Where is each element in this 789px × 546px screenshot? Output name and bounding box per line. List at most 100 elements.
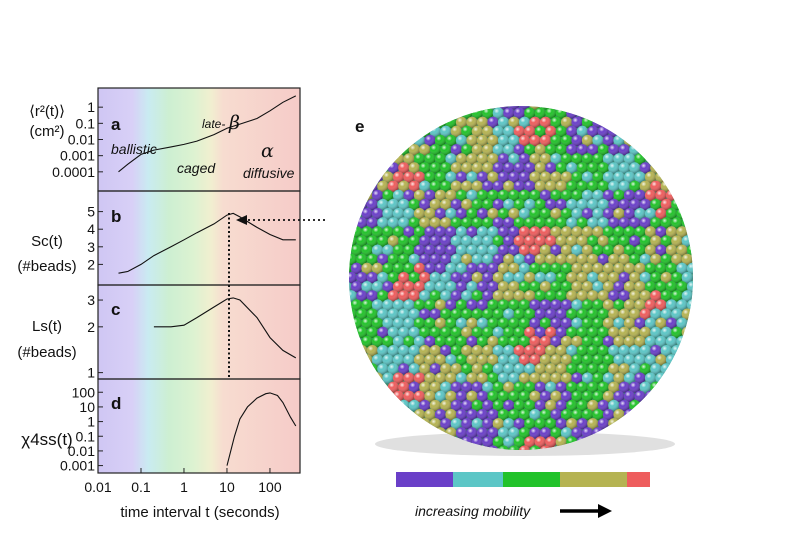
bead-shine	[524, 162, 536, 174]
bead-shine	[555, 217, 567, 229]
bead-shine	[398, 308, 410, 320]
bead-shine	[623, 409, 636, 421]
arrow-right-icon	[598, 504, 612, 518]
bead-shine	[623, 281, 636, 293]
bead-shine	[413, 189, 426, 201]
bead-shine	[497, 189, 510, 201]
bead-shine	[534, 125, 546, 137]
bead-shine	[518, 244, 531, 256]
bead-shine	[639, 345, 651, 357]
bead-shine	[392, 354, 405, 366]
bead-shine	[398, 272, 410, 284]
bead-shine	[629, 290, 641, 302]
bead-shine	[634, 390, 646, 402]
bead-shine	[571, 427, 583, 439]
bead-shine	[597, 272, 609, 284]
bead-shine	[398, 363, 410, 375]
bead-shine	[497, 372, 510, 384]
bead-shine	[597, 363, 609, 375]
bead-shine	[592, 171, 604, 183]
bead-shine	[560, 427, 573, 439]
bead-shine	[366, 253, 378, 265]
bead-shine	[524, 107, 536, 119]
bead-shine	[419, 235, 431, 247]
bead-shine	[429, 253, 441, 265]
bead-shine	[623, 153, 636, 165]
bead-shine	[419, 345, 431, 357]
bead-packing	[349, 106, 693, 450]
bead-shine	[408, 253, 420, 265]
bead-shine	[629, 162, 641, 174]
bead-shine	[629, 345, 641, 357]
bead-shine	[503, 308, 515, 320]
bead-shine	[634, 226, 646, 238]
bead-shine	[492, 345, 504, 357]
bead-shine	[618, 198, 630, 211]
bead-shine	[539, 409, 552, 421]
bead-shine	[450, 144, 462, 156]
x-tick-label: 0.1	[131, 479, 151, 495]
bead-shine	[440, 381, 452, 393]
bead-shine	[503, 381, 515, 393]
bead-shine	[592, 134, 604, 147]
bead-shine	[476, 372, 489, 384]
bead-shine	[392, 299, 405, 311]
bead-shine	[587, 308, 599, 320]
bead-shine	[382, 189, 394, 201]
bead-shine	[403, 171, 415, 183]
bead-shine	[555, 180, 567, 192]
bead-shine	[471, 144, 483, 156]
bead-shine	[560, 262, 573, 274]
bead-shine	[466, 171, 478, 183]
bead-shine	[455, 372, 468, 384]
colorbar-segment	[453, 472, 503, 487]
bead-shine	[424, 317, 436, 329]
bead-shine	[350, 244, 363, 256]
region-label-beta: β	[228, 112, 240, 134]
bead-shine	[650, 235, 662, 247]
bead-shine	[566, 180, 578, 192]
bead-shine	[529, 427, 541, 439]
bead-shine	[560, 409, 573, 421]
bead-shine	[629, 180, 641, 192]
bead-shine	[566, 125, 578, 137]
bead-shine	[650, 345, 662, 357]
bead-shine	[650, 272, 662, 284]
bead-shine	[450, 180, 462, 192]
bead-shine	[550, 134, 562, 147]
bead-shine	[424, 281, 436, 293]
bead-shine	[471, 326, 483, 338]
bead-shine	[524, 363, 536, 375]
panel-c: c Ls(t) (#beads) 3 2 1	[17, 284, 301, 381]
bead-shine	[408, 290, 420, 302]
bead-shine	[644, 335, 657, 348]
bead-shine	[597, 198, 609, 211]
bead-shine	[518, 427, 531, 439]
bead-shine	[440, 235, 452, 247]
bead-shine	[377, 198, 389, 211]
bead-shine	[644, 390, 657, 402]
bead-shine	[676, 281, 688, 293]
bead-shine	[524, 125, 536, 137]
bead-shine	[618, 180, 630, 192]
bead-shine	[560, 317, 573, 329]
bead-shine	[524, 381, 536, 393]
bead-shine	[634, 372, 646, 384]
bead-shine	[587, 399, 599, 412]
bead-shine	[529, 226, 541, 238]
bead-shine	[545, 308, 557, 320]
x-axis-title: time interval t (seconds)	[120, 504, 279, 521]
bead-shine	[634, 171, 646, 183]
bead-shine	[434, 335, 447, 348]
bead-shine	[587, 290, 599, 302]
x-tick-label: 100	[258, 479, 282, 495]
bead-shine	[608, 198, 620, 211]
bead-shine	[618, 381, 630, 393]
bead-shine	[366, 290, 378, 302]
bead-shine	[429, 217, 441, 229]
bead-shine	[518, 281, 531, 293]
bead-shine	[487, 317, 499, 329]
bead-shine	[608, 381, 620, 393]
bead-shine	[398, 381, 410, 393]
bead-shine	[529, 354, 541, 366]
